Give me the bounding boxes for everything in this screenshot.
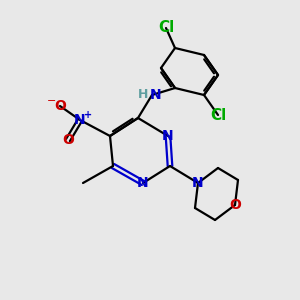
Text: +: + — [84, 110, 92, 120]
Text: N: N — [74, 113, 86, 127]
Text: Cl: Cl — [158, 20, 174, 35]
Text: O: O — [54, 99, 66, 113]
Text: H: H — [138, 88, 148, 101]
Text: O: O — [229, 198, 241, 212]
Text: Cl: Cl — [210, 107, 226, 122]
Text: N: N — [162, 129, 174, 143]
Text: N: N — [192, 176, 204, 190]
Text: N: N — [137, 176, 149, 190]
Text: N: N — [150, 88, 162, 102]
Text: O: O — [62, 133, 74, 147]
Text: −: − — [47, 96, 57, 106]
